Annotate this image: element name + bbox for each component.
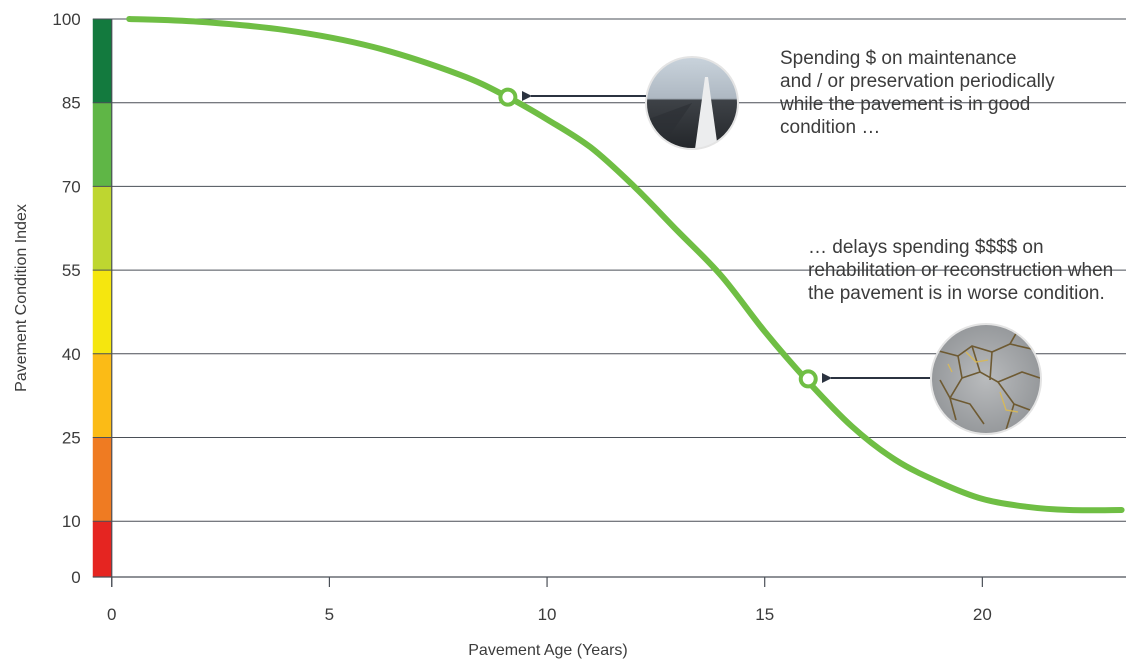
annotation-line: while the pavement is in good: [780, 94, 1031, 115]
annotation-line: condition …: [780, 117, 881, 138]
condition-band: [92, 270, 112, 354]
y-tick-label: 100: [52, 10, 80, 29]
annotation-line: the pavement is in worse condition.: [808, 283, 1105, 304]
y-tick-label: 70: [62, 177, 81, 196]
y-axis-label: Pavement Condition Index: [13, 204, 30, 392]
annotation-line: Spending $ on maintenance: [780, 48, 1017, 69]
curve-marker: [498, 87, 518, 107]
pci-curve-line: [126, 16, 1125, 514]
x-tick-label: 10: [538, 605, 557, 624]
y-tick-label: 40: [62, 345, 81, 364]
condition-band: [92, 102, 112, 187]
condition-band: [92, 19, 112, 103]
annotation-line: rehabilitation or reconstruction when: [808, 260, 1114, 281]
new-pavement-photo-icon: [645, 56, 739, 150]
x-tick-label: 0: [107, 605, 116, 624]
y-tick-label: 25: [62, 429, 81, 448]
y-tick-label: 10: [62, 512, 81, 531]
annotation-line: … delays spending $$$$ on: [808, 237, 1044, 258]
condition-band: [92, 186, 112, 271]
x-tick-label: 20: [973, 605, 992, 624]
curve-marker: [798, 369, 818, 389]
cracked-pavement-photo-icon: [930, 323, 1042, 435]
condition-band: [92, 437, 112, 522]
maintenance-annotation: Spending $ on maintenance and / or prese…: [780, 47, 1055, 139]
x-tick-label: 15: [755, 605, 774, 624]
y-tick-label: 85: [62, 94, 81, 113]
y-tick-label: 0: [71, 568, 80, 587]
annotation-line: and / or preservation periodically: [780, 71, 1055, 92]
condition-band: [92, 353, 112, 438]
condition-band: [92, 521, 112, 577]
x-tick-label: 5: [325, 605, 334, 624]
rehabilitation-annotation: … delays spending $$$$ on rehabilitation…: [808, 236, 1113, 305]
x-axis-label: Pavement Age (Years): [468, 642, 628, 659]
y-tick-label: 55: [62, 261, 81, 280]
